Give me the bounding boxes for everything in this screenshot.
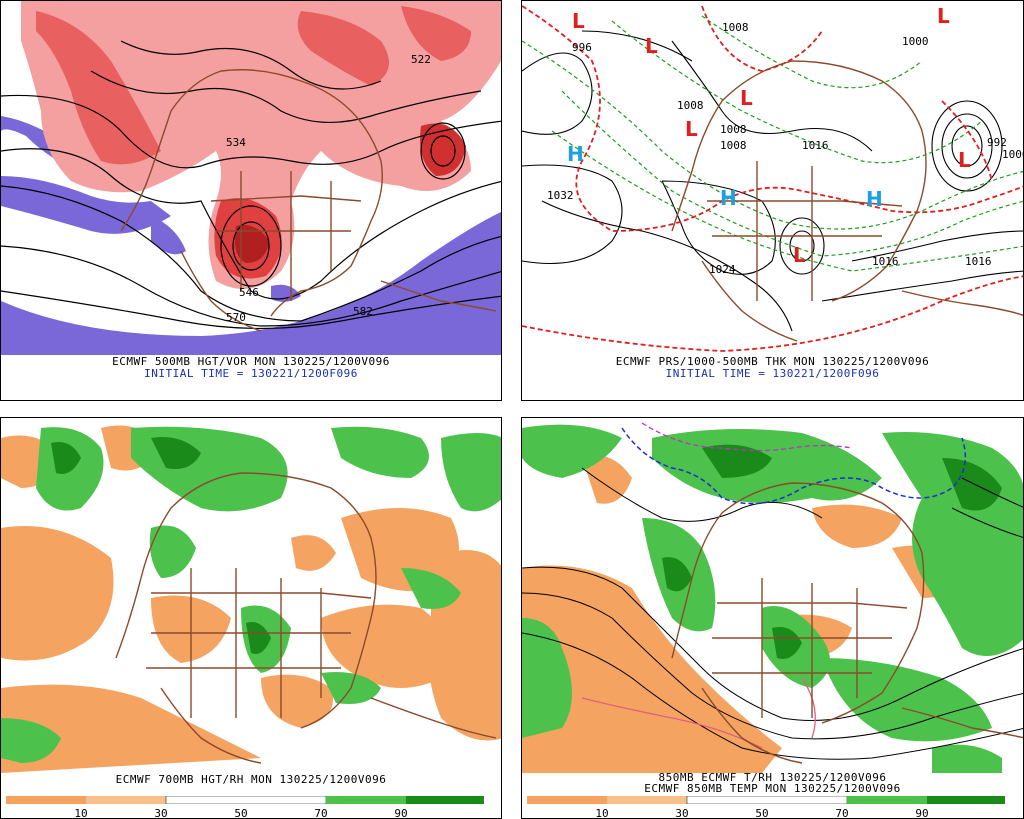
- neg-vorticity-area: [151, 216, 186, 255]
- pos-vorticity-core: [297, 11, 389, 86]
- colorbar-tick: 50: [234, 807, 248, 819]
- low-pressure-marker: L: [645, 34, 658, 58]
- isobar-label: 996: [572, 41, 592, 54]
- colorbar-tick: 50: [755, 807, 769, 819]
- isobar-label: 1000: [902, 35, 929, 48]
- panel-700mb-rh: ECMWF 700MB HGT/RH MON 130225/1200V096 1…: [0, 417, 502, 819]
- isobar-label: 1016: [872, 255, 899, 268]
- contour-label: 570: [226, 311, 246, 324]
- map-850mb-temp-rh: [522, 418, 1023, 773]
- colorbar-tick: 30: [154, 807, 168, 819]
- contour-label: 546: [239, 286, 259, 299]
- colorbar-tick: 10: [74, 807, 88, 819]
- panel-850mb-temp-rh: 850MB ECMWF T/RH 130225/1200V096 ECMWF 8…: [521, 417, 1024, 819]
- high-pressure-marker: H: [866, 187, 883, 211]
- low-pressure-marker: L: [740, 86, 753, 110]
- pos-vorticity-core: [36, 11, 161, 165]
- contour-label: 582: [353, 305, 373, 318]
- contour-label: 522: [411, 53, 431, 66]
- contour-label: 534: [226, 136, 246, 149]
- high-pressure-marker: H: [567, 142, 584, 166]
- isobar-label: 1016: [802, 139, 829, 152]
- colorbar-tick: 90: [394, 807, 408, 819]
- low-pressure-marker: L: [572, 9, 585, 33]
- coastline-layer: [115, 472, 497, 764]
- map-700mb-rh: [1, 418, 501, 773]
- panel-title: ECMWF 700MB HGT/RH MON 130225/1200V096: [115, 773, 387, 786]
- rh-colorbar-ticks: 10 30 50 70 90: [6, 807, 484, 819]
- panel-title: ECMWF 500MB HGT/VOR MON 130225/1200V096: [112, 355, 390, 368]
- colorbar-tick: 90: [915, 807, 929, 819]
- colorbar-tick: 70: [314, 807, 328, 819]
- panel-title: ECMWF PRS/1000-500MB THK MON 130225/1200…: [615, 355, 930, 368]
- panel-title: 850MB ECMWF T/RH 130225/1200V096: [658, 771, 887, 784]
- low-pressure-marker: L: [937, 4, 950, 28]
- pos-vorticity-core: [420, 123, 466, 176]
- low-pressure-marker: L: [793, 243, 806, 267]
- isobar-label: 1008: [677, 99, 704, 112]
- high-pressure-marker: H: [720, 186, 737, 210]
- coastline-layer: [120, 69, 497, 332]
- panel-500mb-height-vorticity: 522 534 546 570 582 ECMWF 500MB HGT/VOR …: [0, 0, 502, 401]
- rh-colorbar-ticks: 10 30 50 70 90: [527, 807, 1005, 819]
- isobar-label: 1008: [722, 21, 749, 34]
- isobar-label: 1016: [965, 255, 992, 268]
- isobar-label: 992: [987, 136, 1007, 149]
- panel-subtitle: INITIAL TIME = 130221/1200F096: [665, 367, 880, 380]
- isobar-label: 1008: [720, 123, 747, 136]
- coastline-layer: [671, 482, 1023, 764]
- map-500mb: 522 534 546 570 582: [1, 1, 501, 355]
- colorbar-tick: 10: [595, 807, 609, 819]
- low-pressure-marker: L: [958, 148, 971, 172]
- coastline-layer: [671, 60, 1023, 342]
- colorbar-tick: 30: [675, 807, 689, 819]
- map-surface-pressure: H H H L L L L L L L 996 1008 1008 1008 1…: [522, 1, 1024, 355]
- isobar-label: 1032: [547, 189, 574, 202]
- low-pressure-marker: L: [685, 117, 698, 141]
- panel-surface-pressure-thickness: H H H L L L L L L L 996 1008 1008 1008 1…: [521, 0, 1024, 401]
- panel-subtitle: INITIAL TIME = 130221/1200F096: [144, 367, 358, 380]
- rh-colorbar: [527, 796, 1005, 804]
- colorbar-tick: 70: [835, 807, 849, 819]
- isobar-label: 1008: [720, 139, 747, 152]
- pos-vorticity-core: [401, 6, 471, 61]
- panel-subtitle: ECMWF 850MB TEMP MON 130225/1200V096: [644, 782, 901, 795]
- isobar-label: 1024: [709, 263, 736, 276]
- rh-colorbar: [6, 796, 484, 804]
- neg-vorticity-area: [1, 211, 501, 355]
- neg-vorticity-area: [271, 284, 301, 302]
- isobar-label: 1000: [1002, 148, 1024, 161]
- pos-vorticity-max: [234, 225, 269, 263]
